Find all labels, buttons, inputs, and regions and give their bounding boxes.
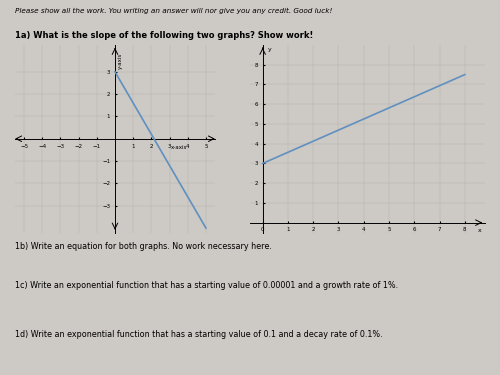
Text: 1d) Write an exponential function that has a starting value of 0.1 and a decay r: 1d) Write an exponential function that h…	[15, 330, 382, 339]
Text: x: x	[478, 228, 482, 232]
Text: Please show all the work. You writing an answer will nor give you any credit. Go: Please show all the work. You writing an…	[15, 8, 332, 14]
Text: 1a) What is the slope of the following two graphs? Show work!: 1a) What is the slope of the following t…	[15, 31, 314, 40]
Text: y-axis: y-axis	[118, 53, 124, 69]
Text: 1b) Write an equation for both graphs. No work necessary here.: 1b) Write an equation for both graphs. N…	[15, 242, 272, 250]
Text: 1c) Write an exponential function that has a starting value of 0.00001 and a gro: 1c) Write an exponential function that h…	[15, 281, 398, 290]
Text: y: y	[268, 47, 272, 52]
Text: x-axis: x-axis	[170, 145, 187, 150]
